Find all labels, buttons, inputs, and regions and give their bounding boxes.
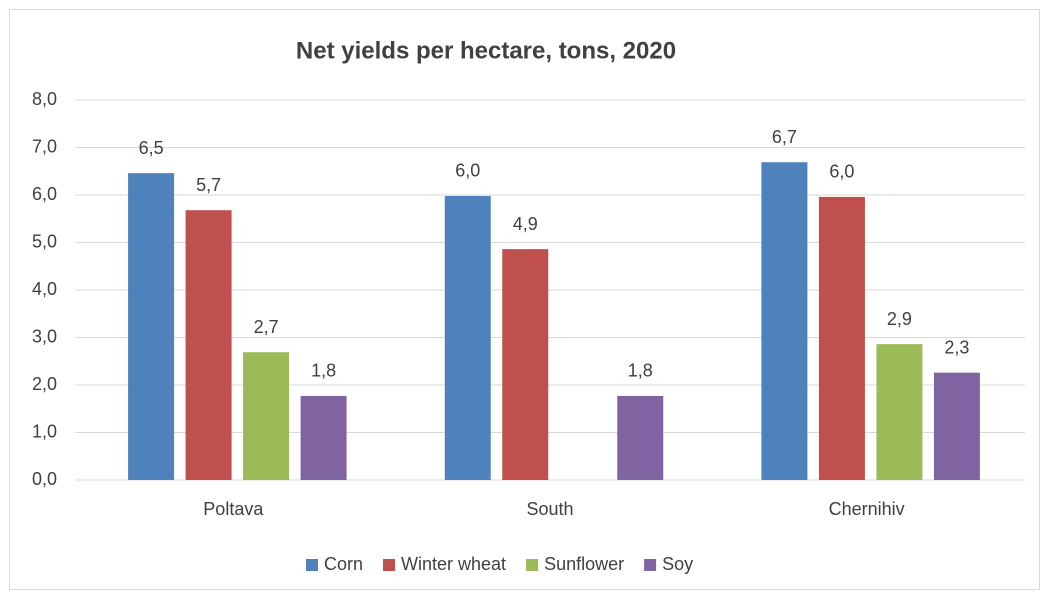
legend-label: Sunflower [544,554,624,574]
x-tick-label: Poltava [203,499,264,519]
data-label: 6,5 [139,138,164,158]
data-label: 4,9 [513,214,538,234]
chart-title: Net yields per hectare, tons, 2020 [296,37,676,64]
legend-swatch [526,559,539,571]
bar [617,395,664,480]
y-tick-label: 6,0 [32,184,57,204]
bar [185,210,232,480]
y-tick-label: 8,0 [32,89,57,109]
data-label: 6,0 [829,162,854,182]
bar [243,352,290,480]
y-tick-label: 3,0 [32,326,57,346]
legend-label: Corn [324,554,363,574]
bar [502,249,549,480]
data-label: 6,0 [455,161,480,181]
y-tick-label: 5,0 [32,231,57,251]
legend-swatch [644,559,657,571]
bar [128,173,175,480]
x-tick-label: South [526,499,573,519]
bar [818,196,865,480]
data-label: 1,8 [311,361,336,381]
bar [761,162,808,480]
bar [444,195,491,480]
bar [300,395,347,480]
bar [876,344,923,480]
legend-swatch [306,559,318,571]
y-tick-label: 4,0 [32,279,57,299]
data-label: 2,3 [944,337,969,357]
data-label: 6,7 [772,127,797,147]
y-tick-label: 1,0 [32,421,57,441]
data-label: 2,7 [254,317,279,337]
bar [933,372,980,480]
y-tick-label: 2,0 [32,374,57,394]
y-tick-label: 0,0 [32,469,57,489]
data-label: 2,9 [887,309,912,329]
y-tick-label: 7,0 [32,136,57,156]
legend-swatch [383,559,396,571]
data-label: 1,8 [628,361,653,381]
x-tick-label: Chernihiv [829,499,905,519]
legend-label: Winter wheat [401,554,506,574]
data-label: 5,7 [196,175,221,195]
legend-label: Soy [662,554,693,574]
